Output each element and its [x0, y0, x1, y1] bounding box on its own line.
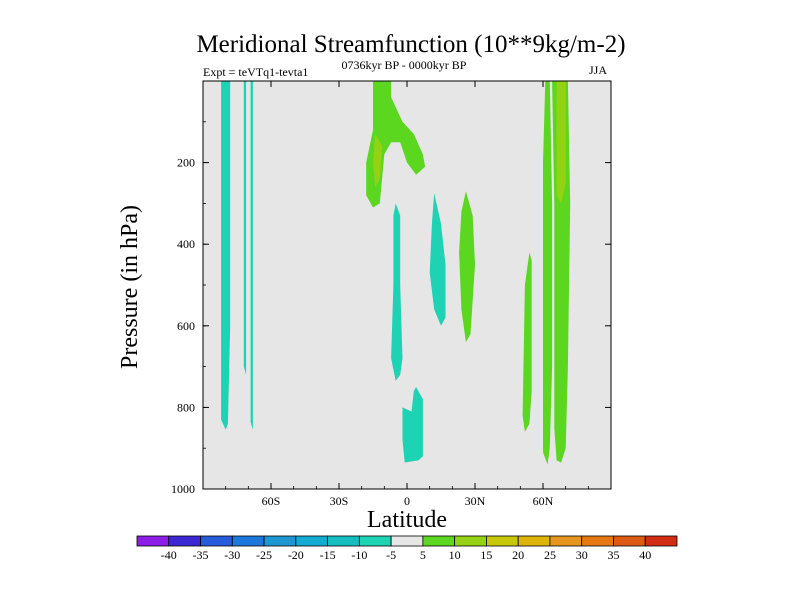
colorbar-swatch	[358, 535, 392, 547]
colorbar-label: 20	[512, 548, 524, 562]
colorbar-swatch	[200, 535, 233, 547]
contour-nh-highlat-pos-2	[543, 81, 553, 465]
colorbar-label: 40	[639, 548, 651, 562]
colorbar-swatch	[486, 535, 519, 547]
colorbar-swatch	[613, 535, 646, 547]
colorbar-label: -30	[224, 548, 240, 562]
colorbar-swatch	[136, 535, 170, 547]
colorbar-swatch	[644, 535, 678, 547]
colorbar-swatch	[454, 535, 487, 547]
contour-equatorial-neg	[391, 203, 403, 381]
colorbar-swatch	[231, 535, 265, 547]
colorbar-swatch	[390, 535, 424, 547]
x-tick-label: 60S	[262, 494, 281, 508]
contour-nh-highlat-pos-3-inner	[556, 81, 566, 204]
x-axis-label: Latitude	[367, 507, 447, 533]
contour-sh-high-lat-neg-1	[221, 81, 231, 430]
colorbar-label: -15	[320, 548, 336, 562]
colorbar-label: 30	[576, 548, 588, 562]
y-tick-label: 800	[177, 400, 195, 414]
colorbar-swatch	[422, 535, 456, 547]
colorbar-swatch	[581, 535, 614, 547]
colorbar-label: -5	[386, 548, 396, 562]
colorbar-label: 35	[607, 548, 619, 562]
season-label: JJA	[589, 63, 607, 77]
contour-subtropical-pos-inner	[373, 134, 383, 188]
y-tick-label: 200	[177, 156, 195, 170]
colorbar-label: 10	[449, 548, 461, 562]
y-tick-label: 400	[177, 237, 195, 251]
y-tick-label: 1000	[171, 482, 195, 496]
y-tick-label: 600	[177, 319, 195, 333]
x-tick-label: 30N	[465, 494, 486, 508]
chart-title: Meridional Streamfunction (10**9kg/m-2)	[196, 31, 625, 58]
contour-nh-tropics-neg-upper	[429, 193, 446, 326]
contour-layer	[221, 81, 571, 465]
y-axis-label: Pressure (in hPa)	[117, 205, 143, 369]
colorbar-swatch	[517, 535, 551, 547]
colorbar-label: -35	[193, 548, 209, 562]
colorbar-label: -40	[161, 548, 177, 562]
colorbar-label: -20	[288, 548, 304, 562]
contour-equatorial-neg-lower	[402, 387, 423, 463]
colorbar-label: 15	[480, 548, 492, 562]
contour-nh-midlat-pos-1	[522, 252, 532, 432]
contour-sh-high-lat-neg-3	[250, 81, 253, 430]
time-range-label: 0736kyr BP - 0000kyr BP	[342, 58, 467, 72]
colorbar-label: -25	[256, 548, 272, 562]
x-tick-label: 60N	[533, 494, 554, 508]
x-tick-label: 30S	[330, 494, 349, 508]
colorbar-swatch	[168, 535, 201, 547]
colorbar-label: 25	[544, 548, 556, 562]
colorbar: -40 -35 -30 -25 -20 -15 -10 -5 5 10 15 20 25 30 35 40	[136, 535, 678, 562]
colorbar-label: -10	[351, 548, 367, 562]
x-tick-label: 0	[404, 494, 410, 508]
contour-nh-subtropics-pos	[459, 191, 475, 343]
colorbar-swatch	[327, 535, 360, 547]
x-axis: 60S 30S 0 30N 60N	[202, 81, 612, 508]
colorbar-swatch	[549, 535, 583, 547]
experiment-label: Expt = teVTq1-tevta1	[203, 65, 308, 79]
y-axis: 200 400 600 800 1000	[171, 80, 611, 496]
contour-sh-high-lat-neg-2	[243, 81, 247, 375]
contour-subtropical-pos	[366, 81, 426, 208]
colorbar-swatch	[295, 535, 328, 547]
colorbar-swatch	[263, 535, 297, 547]
colorbar-label: 5	[420, 548, 426, 562]
